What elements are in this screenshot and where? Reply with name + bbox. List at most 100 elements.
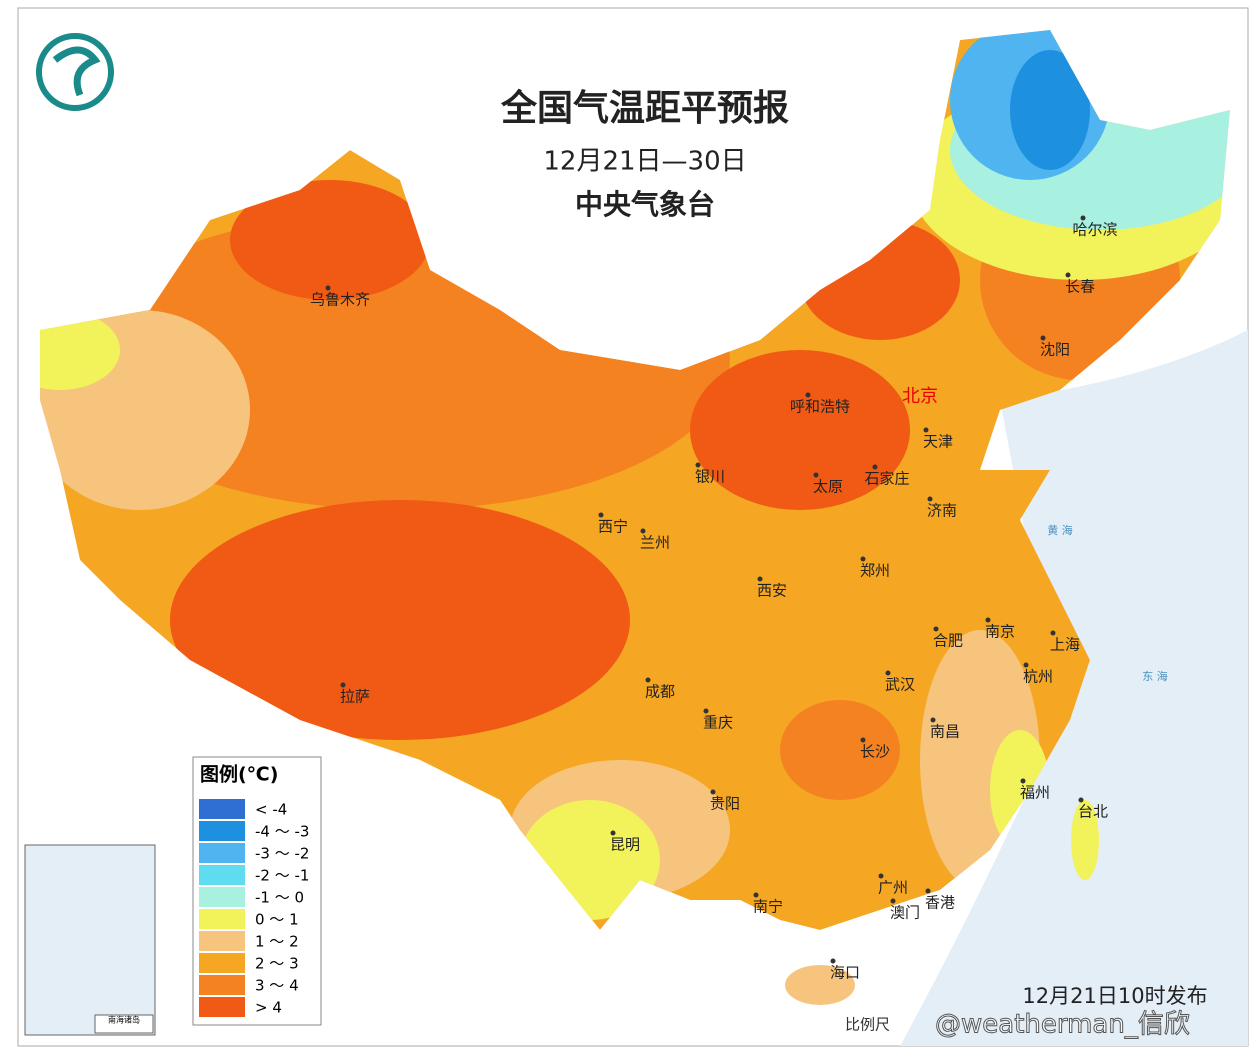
- city-dot: [1078, 797, 1084, 803]
- city-label: 长春: [1065, 278, 1095, 296]
- city-dot: [1080, 215, 1086, 221]
- city-label: 澳门: [890, 904, 920, 922]
- city-dot: [933, 626, 939, 632]
- city-dot: [753, 892, 759, 898]
- city-label: 乌鲁木齐: [310, 291, 370, 309]
- city-label: 海口: [830, 964, 860, 982]
- legend-title: 图例(℃): [200, 763, 278, 786]
- city-label: 广州: [878, 879, 908, 897]
- capital-label: 北京: [902, 386, 938, 407]
- legend-label: -4 ～ -3: [255, 823, 309, 841]
- city-dot: [695, 462, 701, 468]
- city-dot: [1023, 662, 1029, 668]
- city-label: 香港: [925, 894, 955, 912]
- city-dot: [325, 285, 331, 291]
- logo-mark: [52, 46, 101, 97]
- legend-swatch: [199, 799, 245, 819]
- city-dot: [640, 528, 646, 534]
- city-label: 济南: [927, 502, 957, 520]
- city-label: 武汉: [885, 676, 915, 694]
- city-dot: [878, 873, 884, 879]
- city-dot: [645, 677, 651, 683]
- city-dot: [830, 958, 836, 964]
- city-label: 昆明: [610, 836, 640, 854]
- legend-label: 0 ～ 1: [255, 911, 299, 929]
- city-dot: [813, 472, 819, 478]
- title: 全国气温距平预报: [500, 87, 789, 129]
- legend-items: < -4 -4 ～ -3 -3 ～ -2 -2 ～ -1 -1 ～ 0 0 ～ 1 1 ～ …: [199, 799, 309, 1017]
- legend-label: < -4: [255, 801, 287, 819]
- city-label: 沈阳: [1040, 341, 1070, 359]
- city-label: 西宁: [598, 518, 628, 536]
- legend-swatch: [199, 865, 245, 885]
- city-dot: [340, 682, 346, 688]
- city-dot: [703, 708, 709, 714]
- city-label: 上海: [1050, 636, 1080, 654]
- city-label: 长沙: [860, 743, 890, 761]
- city-dot: [1065, 272, 1071, 278]
- city-label: 台北: [1078, 803, 1108, 821]
- city-dot: [985, 617, 991, 623]
- city-label: 贵阳: [710, 795, 740, 813]
- city-dot: [930, 717, 936, 723]
- city-label: 南宁: [753, 898, 783, 916]
- city-dot: [598, 512, 604, 518]
- legend-swatch: [199, 975, 245, 995]
- city-dot: [872, 464, 878, 470]
- city-dot: [885, 670, 891, 676]
- legend-swatch: [199, 931, 245, 951]
- city-label: 石家庄: [864, 470, 909, 488]
- city-label: 呼和浩特: [790, 398, 850, 416]
- city-dot: [805, 392, 811, 398]
- anomaly-map: [40, 30, 1230, 930]
- city-label: 成都: [645, 683, 675, 701]
- city-dot: [927, 496, 933, 502]
- watermark: @weatherman_信欣: [935, 1010, 1190, 1040]
- city-label: 重庆: [703, 714, 733, 732]
- date: 12月21日—30日: [543, 147, 746, 177]
- city-dot: [710, 789, 716, 795]
- sea-label: 黄 海: [1047, 523, 1073, 537]
- city-label: 兰州: [640, 534, 670, 552]
- city-dot: [860, 737, 866, 743]
- city-dot: [1020, 778, 1026, 784]
- city-dot: [1050, 630, 1056, 636]
- city-dot: [860, 556, 866, 562]
- legend: 图例(℃) < -4 -4 ～ -3 -3 ～ -2 -2 ～ -1 -1 ～ 0 0 ～…: [192, 756, 322, 1026]
- legend-swatch: [199, 843, 245, 863]
- city-label: 西安: [757, 582, 787, 600]
- legend-label: -1 ～ 0: [255, 889, 304, 907]
- legend-label: 1 ～ 2: [255, 933, 299, 951]
- city-dot: [925, 888, 931, 894]
- city-dot: [757, 576, 763, 582]
- city-dot: [890, 898, 896, 904]
- release-time: 12月21日10时发布: [1022, 984, 1207, 1008]
- legend-swatch: [199, 887, 245, 907]
- city-label: 太原: [813, 478, 843, 496]
- legend-label: 3 ～ 4: [255, 977, 299, 995]
- legend-label: -3 ～ -2: [255, 845, 309, 863]
- legend-label: 2 ～ 3: [255, 955, 299, 973]
- legend-swatch: [199, 953, 245, 973]
- city-label: 哈尔滨: [1072, 221, 1117, 239]
- city-label: 银川: [695, 468, 725, 486]
- logo: [36, 33, 114, 111]
- issuer: 中央气象台: [575, 188, 715, 221]
- city-label: 郑州: [860, 562, 890, 580]
- city-label: 合肥: [933, 632, 963, 650]
- city-dot: [610, 830, 616, 836]
- city-label: 南昌: [930, 723, 960, 741]
- inset: 南海诸岛: [24, 844, 156, 1036]
- legend-label: > 4: [255, 999, 282, 1017]
- scale: 比例尺: [845, 1016, 890, 1034]
- legend-swatch: [199, 821, 245, 841]
- legend-swatch: [199, 909, 245, 929]
- city-dot: [923, 427, 929, 433]
- hainan: [785, 965, 855, 1005]
- taiwan: [1071, 800, 1099, 880]
- city-label: 南京: [985, 623, 1015, 641]
- legend-swatch: [199, 997, 245, 1017]
- legend-label: -2 ～ -1: [255, 867, 309, 885]
